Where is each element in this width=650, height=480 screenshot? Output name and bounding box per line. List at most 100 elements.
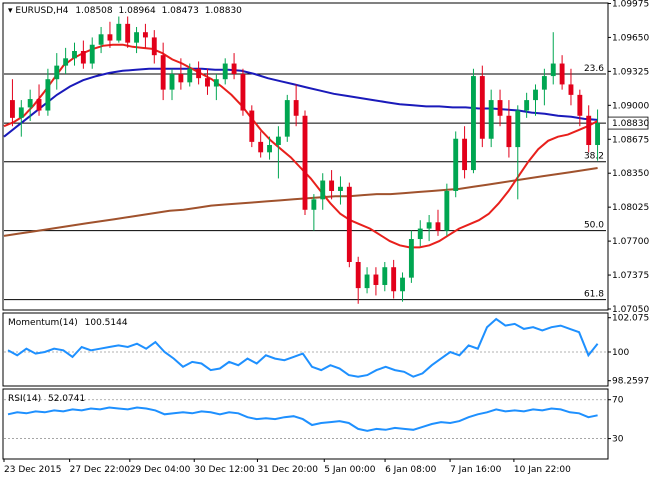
candle-body	[222, 63, 228, 80]
rsi-reference	[4, 399, 606, 439]
time-tick-label: 31 Dec 20:00	[257, 465, 318, 475]
candle	[364, 267, 370, 294]
candle-body	[373, 274, 379, 285]
candles	[9, 16, 601, 304]
candle-body	[577, 94, 583, 116]
price-tick-label: 1.08350	[612, 169, 649, 179]
price-tick-label: 1.07050	[612, 305, 649, 315]
candle	[125, 16, 131, 48]
candle	[116, 16, 122, 43]
candle	[444, 183, 450, 236]
candle	[355, 256, 361, 304]
time-tick-label: 27 Dec 22:00	[70, 465, 131, 475]
candle-body	[231, 63, 237, 74]
candle-body	[435, 222, 441, 231]
candle-body	[125, 23, 131, 43]
rsi-title: RSI(14) 52.0741	[8, 394, 85, 404]
candle	[311, 194, 317, 231]
sma-fast-path	[3, 43, 599, 249]
candle-body	[160, 55, 166, 90]
candle-body	[284, 100, 290, 137]
symbol-title: EURUSD,H4	[15, 6, 68, 16]
price-tick-label: 1.09000	[612, 101, 649, 111]
candle-body	[550, 63, 556, 77]
candle-body	[63, 58, 69, 66]
candle	[293, 84, 299, 127]
price-tick-label: 1.09650	[612, 33, 649, 43]
candle-body	[240, 73, 246, 111]
candle	[45, 68, 51, 116]
candle	[346, 182, 352, 268]
candle-body	[462, 138, 468, 171]
rsi-panel: RSI(14) 52.0741	[2, 388, 609, 460]
rsi-axis: 70 30	[608, 396, 624, 445]
candle	[231, 53, 237, 80]
time-tick-label: 30 Dec 12:00	[194, 465, 255, 475]
candle-body	[382, 267, 388, 285]
candle-body	[524, 100, 530, 111]
candle	[178, 58, 184, 90]
candle-body	[559, 63, 565, 85]
candle	[72, 42, 77, 66]
price-tick-label: 1.07375	[612, 271, 649, 281]
momentum-title: Momentum(14) 100.5144	[8, 318, 128, 328]
sma-fast-line	[3, 43, 599, 249]
sma-slow-line	[3, 167, 598, 237]
candle-body	[471, 76, 476, 171]
time-axis: 23 Dec 2015 27 Dec 22:00 29 Dec 04:00 30 De…	[3, 459, 571, 475]
candle-body	[338, 186, 343, 191]
candle	[213, 73, 219, 101]
candle-body	[80, 51, 86, 64]
candle-body	[426, 222, 432, 229]
candle	[338, 176, 343, 205]
momentum-axis: 102.0753 100 98.2597	[608, 314, 650, 387]
candle	[80, 40, 86, 69]
candle-body	[453, 138, 459, 191]
momentum-line	[7, 317, 599, 378]
momentum-value: 100.5144	[85, 318, 128, 328]
fib-level-label: 23.6	[584, 64, 604, 74]
candle-body	[258, 141, 264, 153]
candle	[471, 68, 476, 174]
candle	[524, 92, 530, 118]
candle-body	[302, 115, 308, 210]
candle	[275, 126, 281, 179]
time-tick-label: 5 Jan 00:00	[324, 465, 376, 475]
time-tick-label: 6 Jan 08:00	[385, 465, 437, 475]
candle	[329, 170, 335, 200]
candle	[196, 61, 202, 85]
dropdown-arrow-icon[interactable]: ▾	[8, 6, 13, 16]
candle	[408, 230, 414, 283]
candle-body	[346, 186, 352, 262]
candle	[267, 136, 272, 160]
candle	[36, 84, 42, 116]
ohlc-close: 1.08830	[205, 6, 242, 16]
momentum-path	[7, 317, 599, 378]
momentum-tick-label: 100	[612, 348, 629, 358]
candle-body	[533, 89, 538, 101]
candle	[27, 89, 33, 121]
momentum-tick-label: 98.2597	[612, 377, 649, 387]
fib-level-label: 38.2	[584, 152, 604, 162]
price-tick-label: 1.08675	[612, 135, 649, 145]
candle	[453, 131, 459, 198]
fib-level-label: 61.8	[584, 290, 604, 300]
candle-body	[355, 261, 361, 289]
candle-body	[586, 115, 592, 146]
candle-body	[98, 34, 104, 45]
candle-body	[267, 145, 272, 153]
candle-body	[187, 68, 193, 83]
candle	[541, 68, 547, 106]
candle-body	[142, 32, 148, 38]
ohlc-low: 1.08473	[162, 6, 199, 16]
candle-body	[541, 76, 547, 90]
candle-body	[506, 115, 512, 148]
price-tick-label: 1.08025	[612, 203, 649, 213]
ohlc-high: 1.08964	[119, 6, 156, 16]
candle	[400, 272, 405, 302]
candle	[515, 105, 521, 200]
rsi-line	[7, 406, 598, 432]
candle-body	[107, 34, 113, 41]
candle-body	[320, 180, 326, 200]
